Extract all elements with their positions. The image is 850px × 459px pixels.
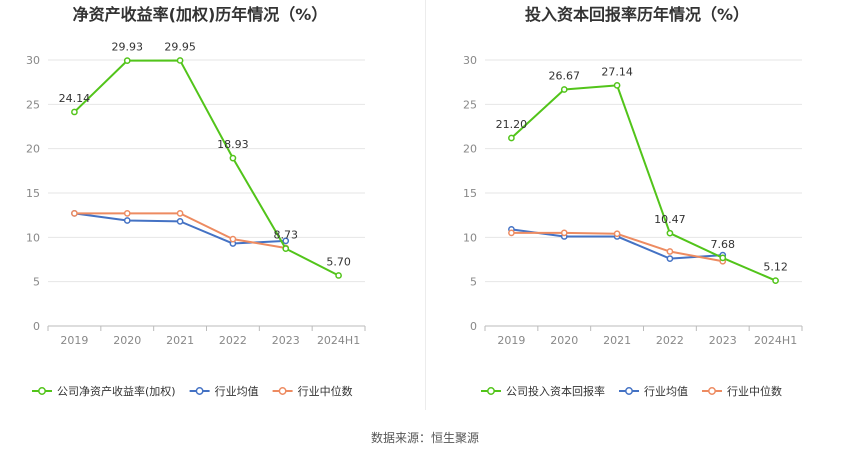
data-label: 27.14 (601, 65, 633, 78)
x-tick-label: 2022 (656, 334, 684, 347)
data-label: 7.68 (711, 238, 736, 251)
data-label: 29.95 (164, 40, 196, 53)
data-point-median (71, 210, 78, 217)
y-tick-label: 25 (463, 98, 477, 111)
x-tick-label: 2021 (603, 334, 631, 347)
data-point-company (335, 272, 342, 279)
y-tick-label: 15 (463, 187, 477, 200)
data-point-median (123, 210, 131, 217)
x-tick-label: 2023 (272, 334, 300, 347)
y-tick-label: 0 (33, 320, 40, 333)
chart-panel-1: 净资产收益率(加权)历年情况（%） 0 5 10 15 20 25 30 2019 2020 202… (26, 5, 366, 398)
data-label: 5.12 (763, 261, 788, 274)
chart-panel-2: 投入资本回报率历年情况（%） 0 5 10 15 20 25 30 2019 2020 2021 20… (463, 5, 803, 398)
data-point-company (176, 57, 184, 64)
data-point-median (176, 210, 184, 217)
data-label: 8.73 (274, 229, 299, 242)
data-point-median (229, 235, 237, 243)
data-label: 29.93 (112, 41, 144, 54)
data-point-avg (282, 237, 290, 245)
data-point-avg (666, 255, 674, 262)
series-line-company (73, 59, 340, 277)
legend-label-company: 公司投入资本回报率 (506, 384, 605, 398)
legend-marker-avg (195, 387, 204, 395)
data-point-company (560, 86, 568, 93)
series-line-avg (74, 212, 286, 245)
y-tick-label: 30 (26, 54, 40, 67)
x-tick-label: 2019 (497, 334, 525, 347)
data-point-company (123, 57, 131, 64)
x-tick-label: 2024H1 (754, 334, 797, 347)
y-tick-label: 30 (463, 54, 477, 67)
data-point-median (508, 229, 515, 237)
x-tick-label: 2020 (113, 334, 141, 347)
data-point-company (229, 154, 237, 162)
data-point-median (666, 248, 674, 255)
data-point-company (719, 254, 727, 262)
y-tick-label: 5 (470, 276, 477, 289)
y-tick-label: 10 (463, 231, 477, 244)
data-label: 10.47 (654, 213, 686, 226)
data-point-company (508, 134, 515, 142)
data-point-company (613, 82, 621, 89)
x-tick-label: 2024H1 (317, 334, 360, 347)
data-point-company (772, 277, 779, 284)
y-tick-label: 25 (26, 98, 40, 111)
legend-marker-median (708, 387, 716, 395)
data-point-company (666, 229, 674, 237)
legend-label-median: 行业中位数 (727, 384, 782, 398)
legend-label-avg: 行业均值 (215, 385, 259, 398)
data-point-median (560, 229, 568, 237)
y-tick-label: 10 (26, 231, 40, 244)
data-label: 21.20 (496, 118, 528, 131)
data-label: 26.67 (549, 70, 581, 83)
legend-marker-company (38, 387, 46, 395)
y-tick-label: 15 (26, 187, 40, 200)
data-label: 5.70 (326, 255, 351, 268)
data-source-footer: 数据来源：恒生聚源 (370, 431, 479, 445)
data-point-company (282, 245, 290, 252)
legend-label-company: 公司净资产收益率(加权) (57, 384, 176, 398)
x-tick-label: 2022 (219, 334, 247, 347)
legend-label-avg: 行业均值 (644, 385, 688, 398)
data-label: 24.14 (59, 92, 91, 105)
y-tick-label: 20 (463, 143, 477, 156)
y-tick-label: 20 (26, 143, 40, 156)
chart-title: 投入资本回报率历年情况（%） (525, 5, 749, 24)
legend-marker-company (487, 387, 495, 395)
panel-divider (425, 0, 426, 410)
data-label: 18.93 (217, 138, 249, 151)
series-line-company (510, 84, 776, 282)
x-tick-label: 2020 (550, 334, 578, 347)
data-point-avg (123, 217, 131, 224)
y-tick-label: 5 (33, 276, 40, 289)
x-tick-label: 2021 (166, 334, 194, 347)
y-tick-label: 0 (470, 320, 477, 333)
chart-title: 净资产收益率(加权)历年情况（%） (73, 5, 328, 24)
data-point-company (71, 108, 78, 116)
legend-label-median: 行业中位数 (298, 384, 353, 398)
data-point-avg (176, 218, 184, 225)
legend-marker-median (278, 387, 287, 395)
x-tick-label: 2023 (709, 334, 737, 347)
legend-marker-avg (625, 387, 633, 395)
x-tick-label: 2019 (60, 334, 88, 347)
data-point-median (613, 230, 621, 238)
